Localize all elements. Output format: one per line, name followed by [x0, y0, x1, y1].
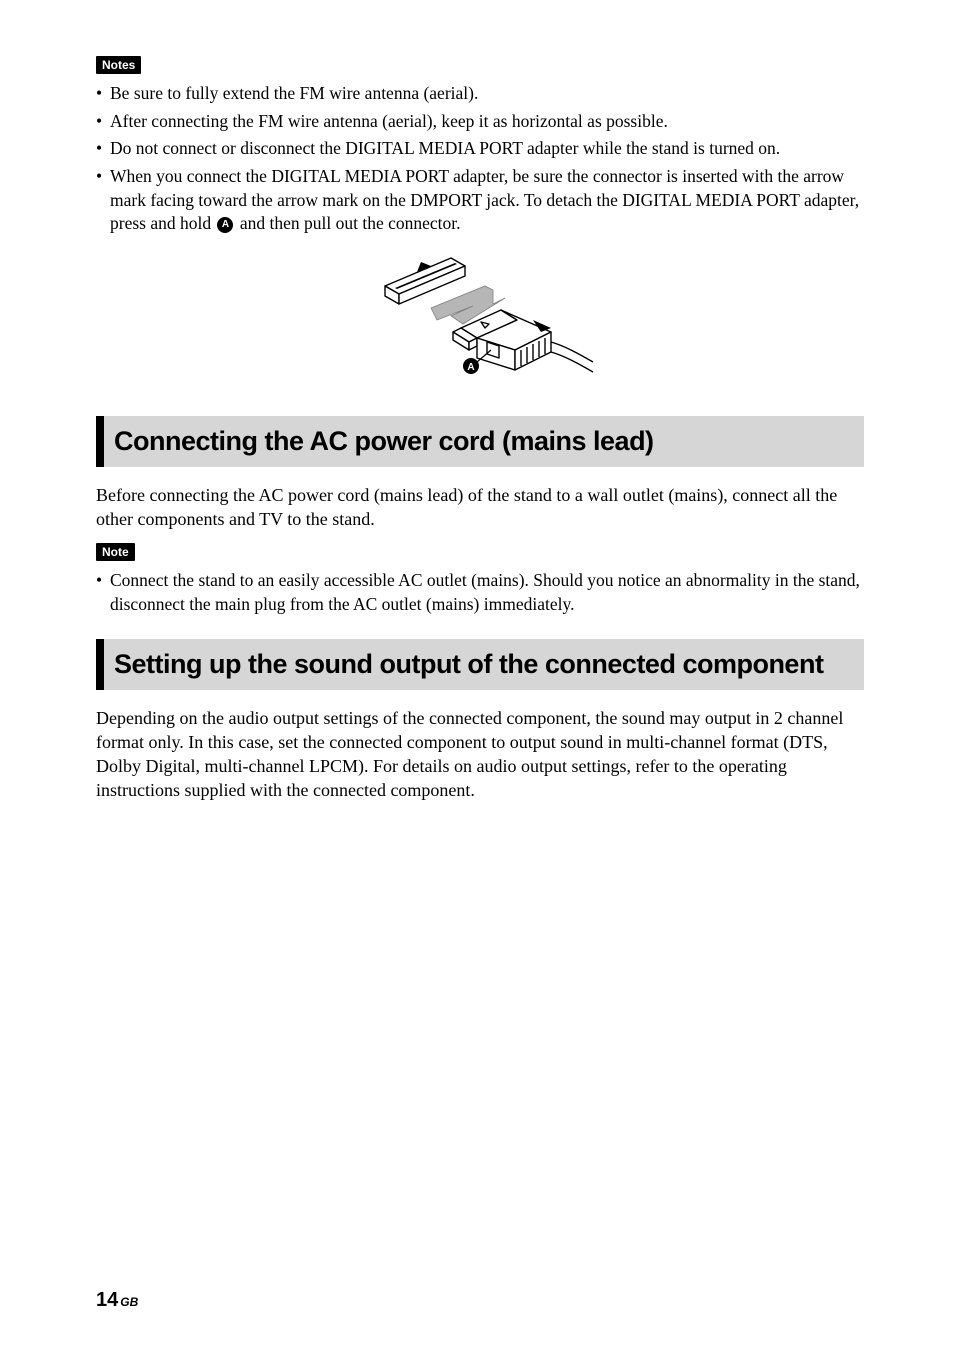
page-number: 14 [96, 1289, 118, 1311]
list-item: • Do not connect or disconnect the DIGIT… [96, 137, 864, 161]
list-text: After connecting the FM wire antenna (ae… [110, 110, 864, 134]
notes-list-1: • Be sure to fully extend the FM wire an… [96, 82, 864, 236]
list-item: • When you connect the DIGITAL MEDIA POR… [96, 165, 864, 236]
section-heading-1: Connecting the AC power cord (mains lead… [96, 416, 864, 467]
section-title: Setting up the sound output of the conne… [114, 649, 850, 680]
document-page: Notes • Be sure to fully extend the FM w… [0, 0, 954, 1352]
list-item: • Connect the stand to an easily accessi… [96, 569, 864, 616]
list-text: Connect the stand to an easily accessibl… [110, 569, 864, 616]
note-badge: Note [96, 543, 135, 561]
bullet-icon: • [96, 569, 110, 593]
connector-svg: A [365, 250, 595, 390]
section1-body: Before connecting the AC power cord (mai… [96, 483, 864, 532]
notes-badge: Notes [96, 56, 141, 74]
svg-text:A: A [467, 362, 474, 373]
section-heading-2: Setting up the sound output of the conne… [96, 639, 864, 690]
section2-body: Depending on the audio output settings o… [96, 706, 864, 803]
list-item: • After connecting the FM wire antenna (… [96, 110, 864, 134]
list-text: Do not connect or disconnect the DIGITAL… [110, 137, 864, 161]
bullet-icon: • [96, 110, 110, 134]
page-footer: 14GB [96, 1289, 138, 1312]
list-text: When you connect the DIGITAL MEDIA PORT … [110, 165, 864, 236]
bullet-icon: • [96, 137, 110, 161]
bullet-icon: • [96, 165, 110, 189]
bullet-icon: • [96, 82, 110, 106]
connector-figure: A [96, 250, 864, 390]
section1-note-list: • Connect the stand to an easily accessi… [96, 569, 864, 616]
list-text: Be sure to fully extend the FM wire ante… [110, 82, 864, 106]
list-item: • Be sure to fully extend the FM wire an… [96, 82, 864, 106]
label-a-icon: A [217, 217, 233, 233]
section-title: Connecting the AC power cord (mains lead… [114, 426, 850, 457]
page-lang: GB [120, 1295, 138, 1309]
list-text-part2: and then pull out the connector. [240, 213, 461, 233]
